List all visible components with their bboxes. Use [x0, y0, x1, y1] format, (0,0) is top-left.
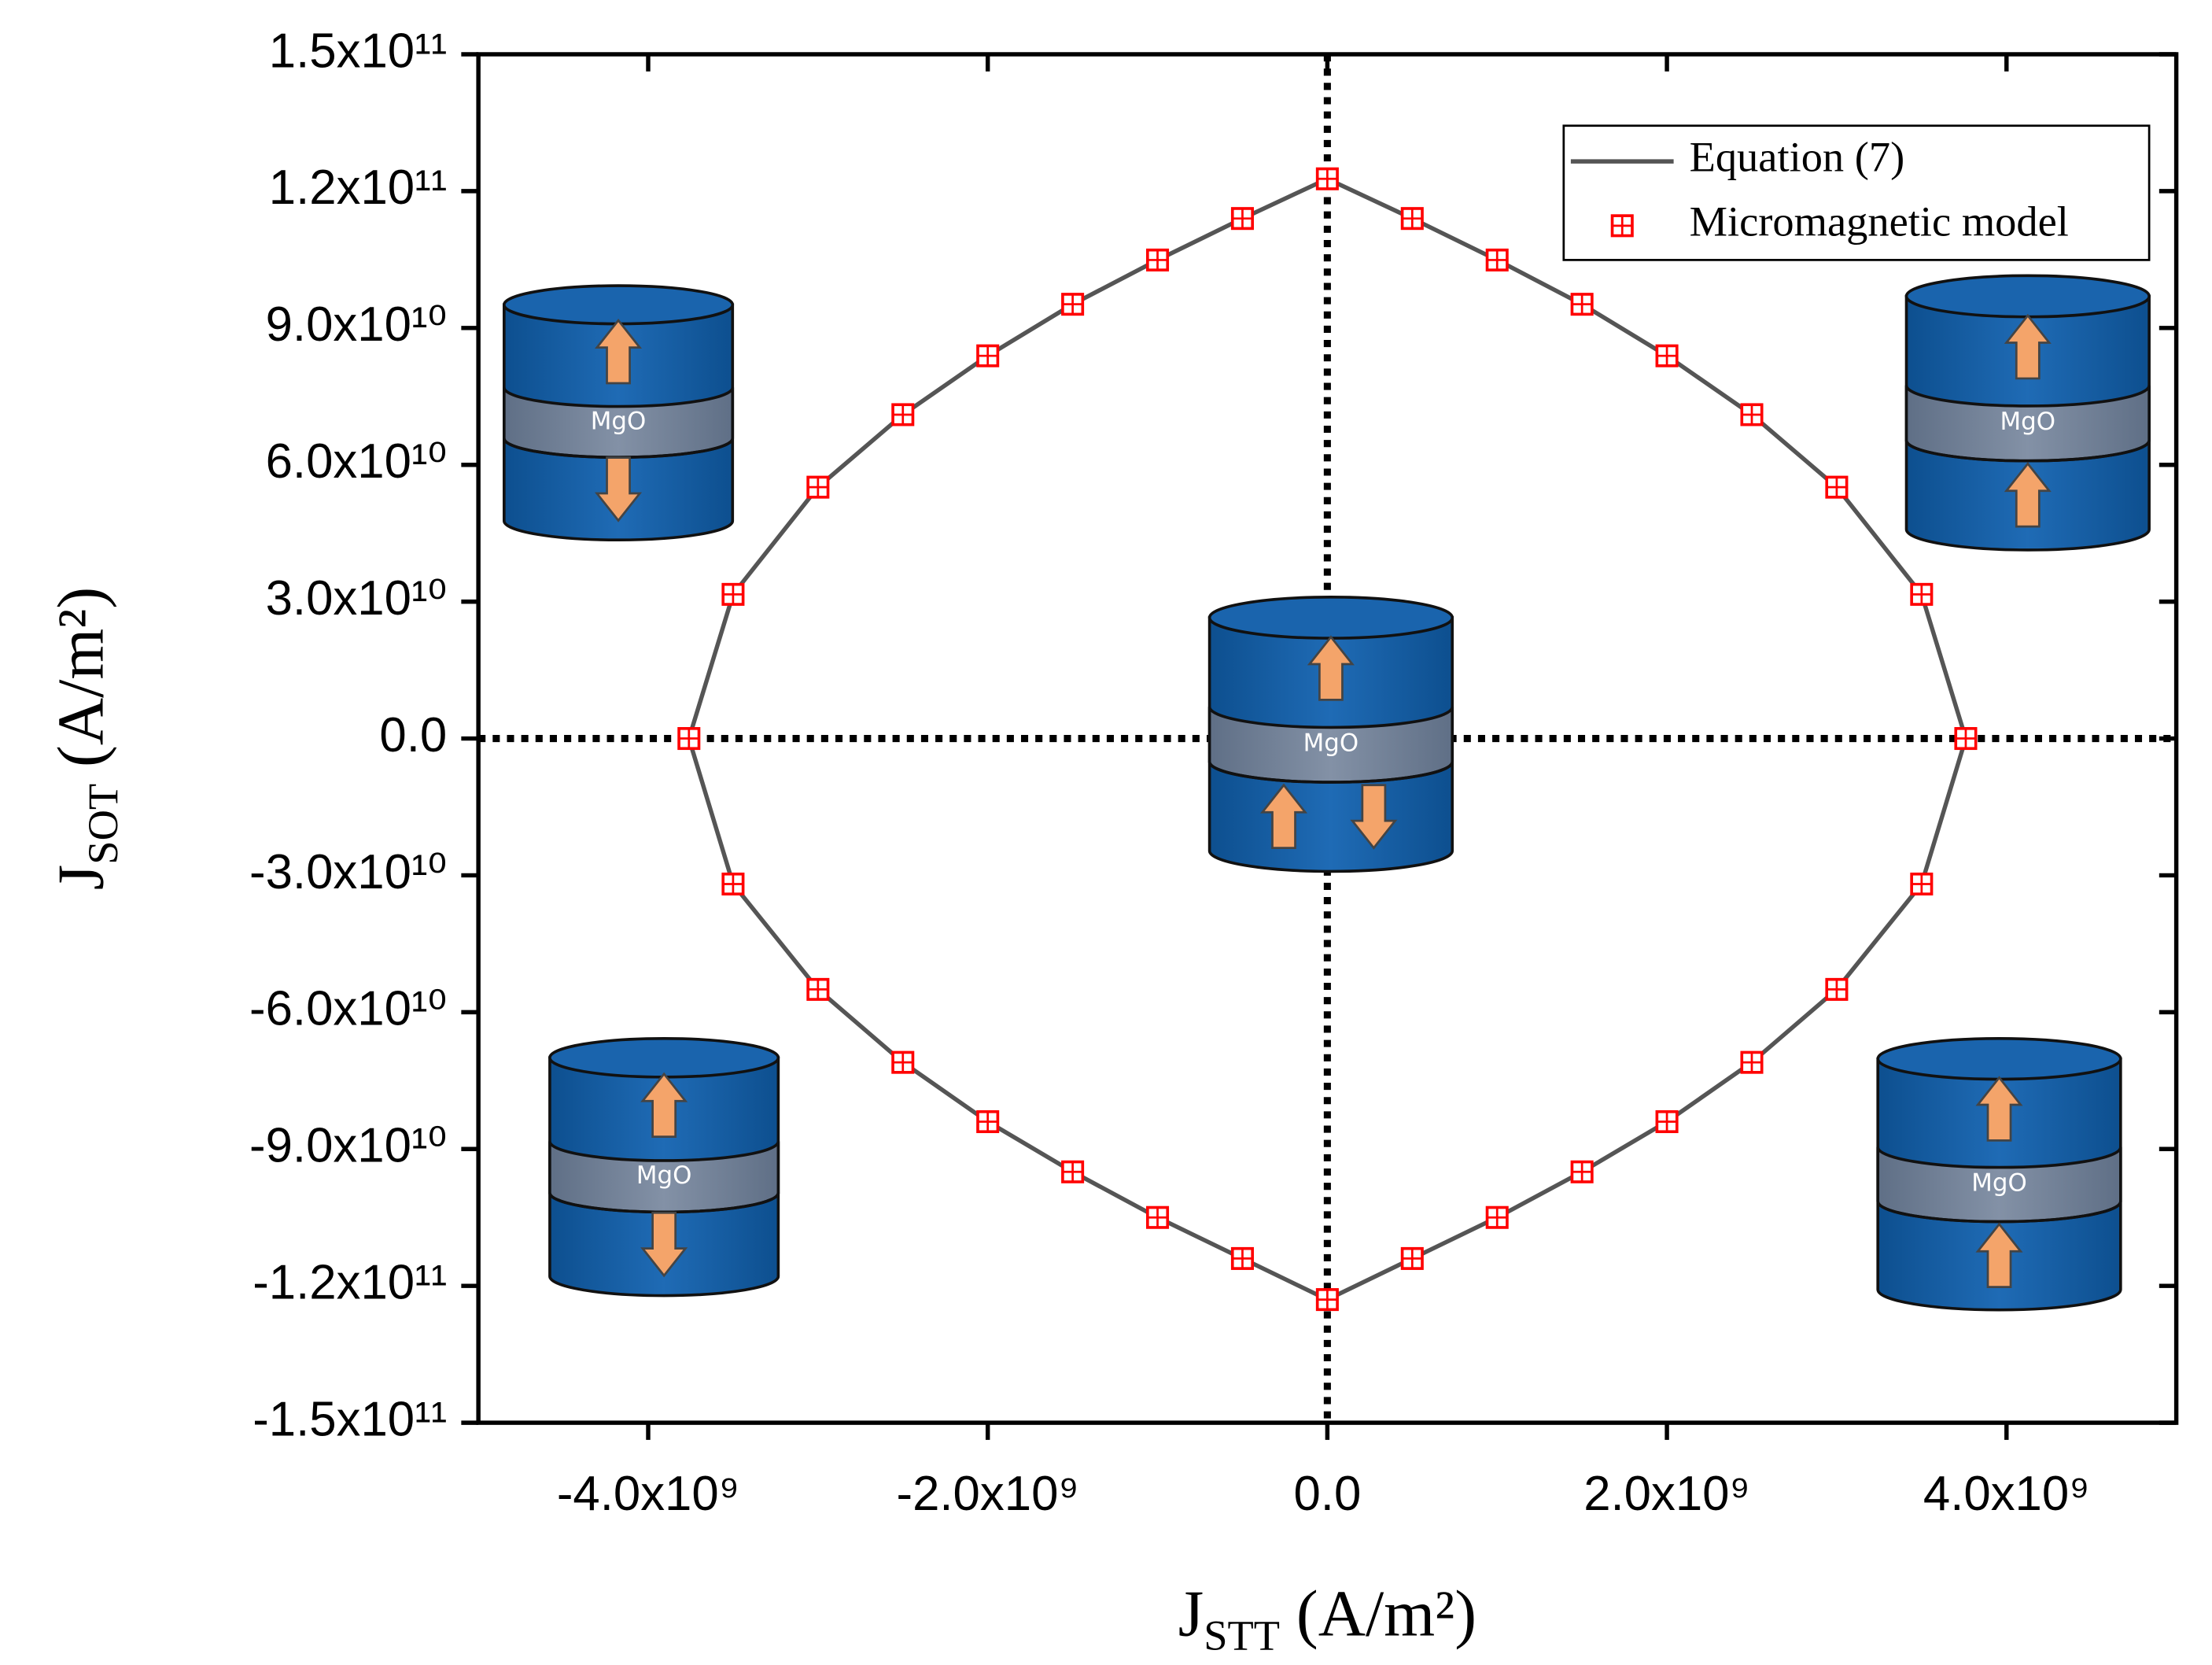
data-point: [1740, 403, 1764, 426]
data-point: [976, 344, 1000, 367]
data-point: [1146, 1205, 1170, 1229]
legend: Equation (7) Micromagnetic model: [1562, 124, 2151, 261]
data-point: [1570, 293, 1594, 316]
arrow: [1259, 783, 1308, 849]
data-point: [976, 1109, 1000, 1134]
mgo-label: MgO: [591, 407, 647, 435]
data-point: [1315, 167, 1339, 190]
x-tick-label: 2.0x10⁹: [1583, 1467, 1750, 1521]
data-point: [891, 1050, 915, 1074]
y-tick-label: -3.0x10¹⁰: [249, 845, 447, 899]
data-point: [1146, 248, 1170, 271]
x-tick-label: -2.0x10⁹: [897, 1467, 1079, 1521]
mtj-illustration: MgO: [1904, 274, 2151, 552]
x-axis-label: JSTT (A/m²): [1178, 1578, 1477, 1659]
arrow: [1307, 635, 1355, 701]
data-point: [1655, 1109, 1679, 1134]
data-point: [721, 582, 745, 606]
data-point: [806, 475, 830, 499]
data-point: [1230, 207, 1254, 231]
data-point: [1910, 872, 1934, 895]
data-point: [1485, 248, 1509, 271]
mtj-illustration: MgO: [548, 1036, 780, 1298]
mgo-label: MgO: [2000, 408, 2056, 436]
y-tick-label: -1.5x10¹¹: [253, 1392, 447, 1446]
y-tick-label: 3.0x10¹⁰: [266, 571, 448, 626]
arrow: [640, 1211, 688, 1278]
arrow: [1975, 1222, 2023, 1289]
axis-subscript: STT: [1204, 1611, 1280, 1659]
legend-box: [1562, 124, 2151, 261]
data-point: [1061, 293, 1085, 316]
layer-edge: [1876, 1201, 2122, 1224]
layer-edge: [1904, 440, 2151, 463]
data-point: [1825, 475, 1849, 499]
mgo-label: MgO: [1303, 729, 1359, 758]
y-tick-label: 1.2x10¹¹: [269, 161, 447, 215]
mtj-illustration: MgO: [503, 284, 735, 542]
x-tick-label: 0.0: [1293, 1467, 1361, 1521]
axis-symbol: J: [46, 865, 118, 891]
legend-marker: [1610, 214, 1634, 238]
data-point: [1061, 1160, 1085, 1183]
cylinder-top: [1207, 596, 1454, 640]
y-tick-label: 1.5x10¹¹: [269, 24, 447, 78]
y-tick-label: -9.0x10¹⁰: [249, 1119, 447, 1173]
y-axis-label: JSOT (A/m²): [46, 587, 127, 890]
arrow: [2004, 313, 2052, 380]
data-point: [721, 872, 745, 895]
arrow: [1975, 1076, 2023, 1142]
cylinder-top: [1876, 1036, 2122, 1081]
data-point: [1910, 582, 1934, 606]
axis-subscript: SOT: [79, 784, 127, 865]
axis-unit: (A/m²): [46, 587, 118, 784]
legend-label: Micromagnetic model: [1690, 197, 2069, 245]
axis-symbol: J: [1178, 1578, 1204, 1651]
data-point: [677, 727, 701, 751]
y-tick-label: 6.0x10¹⁰: [266, 434, 448, 489]
data-point: [891, 403, 915, 426]
data-point: [1954, 727, 1978, 751]
arrow: [595, 318, 643, 385]
arrow: [595, 456, 643, 522]
y-tick-label: -1.2x10¹¹: [253, 1255, 447, 1309]
y-tick-label: -6.0x10¹⁰: [249, 982, 447, 1036]
data-point: [1400, 1246, 1424, 1270]
layer-edge: [1207, 761, 1454, 784]
x-tick-label: -4.0x10⁹: [557, 1467, 739, 1521]
data-point: [1740, 1050, 1764, 1074]
axis-unit: (A/m²): [1280, 1578, 1477, 1651]
data-point: [1825, 977, 1849, 1001]
mtj-illustration: MgO: [1207, 596, 1454, 873]
arrow: [640, 1072, 688, 1139]
data-point: [806, 977, 830, 1001]
data-point: [1400, 207, 1424, 231]
data-point: [1230, 1246, 1254, 1270]
data-point: [1485, 1205, 1509, 1229]
data-point: [1655, 344, 1679, 367]
data-point: [1315, 1288, 1339, 1312]
mtj-illustration: MgO: [1876, 1036, 2122, 1312]
y-tick-label: 9.0x10¹⁰: [266, 297, 448, 352]
cylinder-top: [1904, 274, 2151, 319]
cylinder-top: [548, 1036, 780, 1079]
arrow: [1350, 784, 1398, 850]
mgo-label: MgO: [1971, 1169, 2027, 1198]
mgo-label: MgO: [636, 1161, 692, 1190]
data-point: [1570, 1160, 1594, 1183]
arrow: [2004, 462, 2052, 528]
cylinder-top: [503, 284, 735, 326]
x-tick-label: 4.0x10⁹: [1923, 1467, 2090, 1521]
y-tick-label: 0.0: [379, 708, 447, 762]
legend-label: Equation (7): [1690, 133, 1905, 181]
